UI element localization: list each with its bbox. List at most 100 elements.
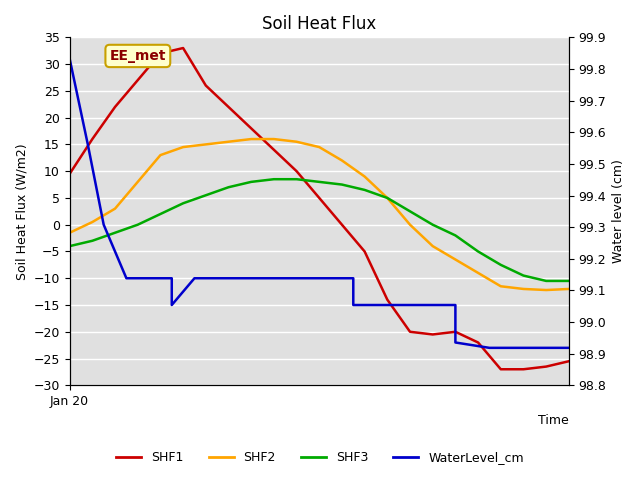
SHF3 [497,262,504,268]
WaterLevel_cm [565,345,573,351]
SHF1 [88,136,96,142]
SHF3 [202,192,210,198]
WaterLevel_cm [84,142,92,147]
WaterLevel_cm [452,340,460,346]
SHF1 [292,168,300,174]
SHF2 [225,139,232,144]
Text: EE_met: EE_met [109,49,166,63]
SHF2 [406,222,414,228]
SHF3 [111,230,119,236]
SHF1 [338,222,346,228]
SHF3 [406,208,414,214]
WaterLevel_cm [395,302,403,308]
SHF2 [565,286,573,292]
WaterLevel_cm [452,302,460,308]
Title: Soil Heat Flux: Soil Heat Flux [262,15,376,33]
SHF2 [338,157,346,163]
SHF3 [134,222,141,228]
SHF2 [474,270,482,276]
SHF3 [66,243,74,249]
SHF1 [565,359,573,364]
SHF3 [338,181,346,187]
WaterLevel_cm [66,56,74,61]
SHF2 [520,286,527,292]
X-axis label: Time: Time [538,414,569,427]
SHF2 [542,287,550,293]
SHF2 [429,243,436,249]
SHF3 [520,273,527,278]
WaterLevel_cm [100,222,108,228]
WaterLevel_cm [349,302,357,308]
SHF2 [316,144,323,150]
SHF2 [66,230,74,236]
SHF2 [111,206,119,212]
SHF3 [157,211,164,217]
WaterLevel_cm [236,276,244,281]
SHF3 [225,184,232,190]
Line: SHF3: SHF3 [70,179,569,281]
SHF2 [292,139,300,144]
SHF1 [111,104,119,110]
SHF1 [383,297,391,302]
SHF1 [157,50,164,56]
SHF1 [316,195,323,201]
SHF2 [361,174,369,180]
SHF2 [134,179,141,185]
Y-axis label: Water level (cm): Water level (cm) [612,159,625,263]
Line: SHF2: SHF2 [70,139,569,290]
WaterLevel_cm [236,276,244,281]
SHF3 [565,278,573,284]
SHF3 [247,179,255,185]
SHF3 [542,278,550,284]
WaterLevel_cm [486,345,493,351]
Legend: SHF1, SHF2, SHF3, WaterLevel_cm: SHF1, SHF2, SHF3, WaterLevel_cm [111,446,529,469]
SHF1 [542,364,550,370]
WaterLevel_cm [122,276,130,281]
SHF1 [452,329,460,335]
SHF1 [520,366,527,372]
SHF1 [202,83,210,88]
SHF1 [474,340,482,346]
SHF3 [316,179,323,185]
WaterLevel_cm [395,302,403,308]
SHF1 [66,171,74,177]
WaterLevel_cm [168,302,175,308]
WaterLevel_cm [349,276,357,281]
SHF2 [157,152,164,158]
WaterLevel_cm [168,276,175,281]
SHF3 [361,187,369,193]
SHF2 [270,136,278,142]
SHF3 [429,222,436,228]
WaterLevel_cm [486,345,493,351]
WaterLevel_cm [191,276,198,281]
SHF3 [383,195,391,201]
SHF3 [452,232,460,238]
SHF1 [429,332,436,337]
SHF1 [179,45,187,51]
SHF1 [270,147,278,153]
SHF3 [179,201,187,206]
WaterLevel_cm [122,276,130,281]
SHF2 [383,195,391,201]
SHF3 [88,238,96,244]
SHF2 [202,142,210,147]
SHF1 [406,329,414,335]
SHF2 [497,283,504,289]
WaterLevel_cm [531,345,539,351]
Line: WaterLevel_cm: WaterLevel_cm [70,59,569,348]
SHF3 [270,176,278,182]
SHF1 [361,249,369,254]
SHF1 [497,366,504,372]
SHF1 [134,77,141,83]
SHF3 [292,176,300,182]
WaterLevel_cm [531,345,539,351]
Y-axis label: Soil Heat Flux (W/m2): Soil Heat Flux (W/m2) [15,143,28,280]
Line: SHF1: SHF1 [70,48,569,369]
SHF2 [88,219,96,225]
SHF3 [474,249,482,254]
SHF2 [247,136,255,142]
SHF2 [452,257,460,263]
SHF1 [247,125,255,131]
SHF1 [225,104,232,110]
SHF2 [179,144,187,150]
